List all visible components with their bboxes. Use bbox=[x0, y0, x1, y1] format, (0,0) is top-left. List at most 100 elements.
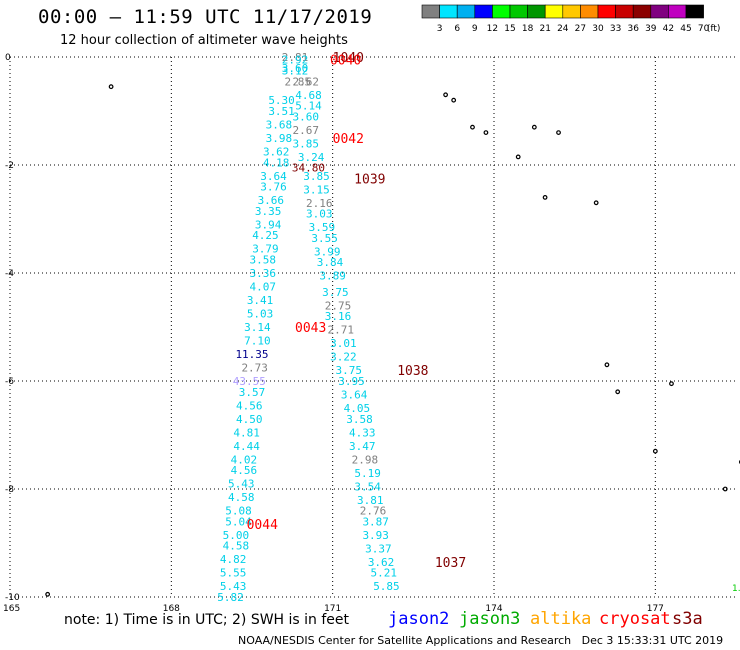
island-outline bbox=[45, 591, 51, 597]
swh-value: 4.50 bbox=[236, 413, 263, 426]
scale-label: 12 bbox=[487, 24, 498, 34]
swh-value: 3.24 bbox=[298, 151, 325, 164]
legend-jason2: jason2 bbox=[388, 609, 450, 629]
scale-unit: (ft) bbox=[707, 24, 721, 34]
scale-swatch bbox=[668, 4, 687, 19]
swh-value: 4.05 bbox=[344, 402, 371, 415]
swh-value: 3.75 bbox=[336, 364, 363, 377]
swh-value: 3.87 bbox=[362, 515, 389, 528]
swh-value: 5.00 bbox=[223, 529, 250, 542]
pass-time-label: 1040 bbox=[333, 51, 364, 66]
swh-value: 5.30 bbox=[268, 94, 295, 107]
scale-label: 27 bbox=[575, 24, 586, 34]
swh-value: 4.56 bbox=[236, 399, 263, 412]
scale-label: 18 bbox=[522, 24, 534, 34]
swh-values: 2.812.923.603.122.622.854.685.30 5.143.51… bbox=[217, 51, 399, 604]
scale-label: 36 bbox=[627, 24, 639, 34]
island-outline bbox=[531, 124, 537, 130]
longitude-label: 165 bbox=[3, 604, 20, 614]
legend-cryosat: cryosat bbox=[599, 609, 671, 629]
swh-value: 5.43 bbox=[220, 580, 247, 593]
swh-value: 3.64 bbox=[260, 170, 287, 183]
swh-value: 4.81 bbox=[233, 426, 260, 439]
swh-value: 3.99 bbox=[314, 245, 341, 258]
swh-value: 5.43 bbox=[228, 478, 255, 491]
swh-value: 11.35 bbox=[235, 348, 268, 361]
island-outline bbox=[669, 381, 674, 387]
scale-swatch bbox=[509, 4, 528, 19]
pass-time-label: 0042 bbox=[333, 132, 364, 147]
island-outline bbox=[483, 130, 489, 136]
swh-value: 5.04 bbox=[225, 515, 252, 528]
swh-value: 3.64 bbox=[341, 389, 368, 402]
latitude-label: 0 bbox=[5, 53, 11, 63]
legend-s3a: s3a bbox=[672, 609, 703, 629]
scale-swatch bbox=[597, 4, 616, 19]
scale-swatch bbox=[685, 4, 704, 19]
island-outline bbox=[604, 362, 610, 368]
scale-label: 6 bbox=[454, 24, 460, 34]
swh-value: 4.56 bbox=[231, 464, 258, 477]
swh-value: 3.89 bbox=[319, 270, 346, 283]
island-outline bbox=[470, 124, 475, 130]
swh-value: 2.76 bbox=[360, 505, 387, 518]
swh-value: 2.16 bbox=[306, 197, 333, 210]
scale-label: 30 bbox=[592, 24, 604, 34]
swh-value: 2.71 bbox=[327, 324, 354, 337]
scale-label: 3 bbox=[437, 24, 443, 34]
scale-label: 45 bbox=[680, 24, 691, 34]
scale-swatch bbox=[632, 4, 652, 19]
island-outline bbox=[108, 84, 114, 90]
longitude-label: 174 bbox=[485, 604, 502, 614]
swh-value: 3.81 bbox=[357, 494, 384, 507]
swh-value: 3.93 bbox=[362, 529, 389, 542]
swh-value: 43.55 bbox=[233, 375, 266, 388]
scale-label: 15 bbox=[504, 24, 515, 34]
swh-value: 4.02 bbox=[231, 453, 258, 466]
island-outline bbox=[451, 97, 457, 103]
swh-value: 3.58 bbox=[250, 254, 277, 267]
swh-value: 4.58 bbox=[228, 491, 255, 504]
swh-value: 5.82 bbox=[217, 591, 244, 604]
scale-swatch bbox=[527, 4, 546, 19]
scale-swatch bbox=[615, 4, 634, 19]
swh-value: 4.58 bbox=[223, 540, 250, 553]
swh-value: 2.92 bbox=[282, 54, 309, 67]
credit-text: NOAA/NESDIS Center for Satellite Applica… bbox=[238, 634, 572, 647]
swh-value: 3.98 bbox=[266, 132, 293, 145]
scale-label: 70 bbox=[698, 24, 710, 34]
swh-value: 3.68 bbox=[266, 119, 293, 132]
swh-value: 3.79 bbox=[252, 243, 279, 256]
swh-value: 3.57 bbox=[239, 386, 266, 399]
swh-value: 5.55 bbox=[220, 567, 247, 580]
swh-value: 3.84 bbox=[317, 256, 344, 269]
swh-value: 3.35 bbox=[255, 205, 282, 218]
island-outline bbox=[593, 200, 599, 206]
corner-label: 1. bbox=[732, 584, 740, 594]
latitude-label: -10 bbox=[5, 593, 20, 603]
swh-value: 3.12 bbox=[282, 65, 309, 78]
swh-value: 3.22 bbox=[330, 351, 357, 364]
swh-value: 2.85 bbox=[284, 75, 311, 88]
swh-value: 4.44 bbox=[233, 440, 260, 453]
longitude-label: 168 bbox=[163, 604, 180, 614]
swh-value: 3.85 bbox=[293, 137, 320, 150]
swh-value: 3.95 bbox=[338, 375, 365, 388]
swh-value: 3.85 bbox=[303, 170, 330, 183]
scale-swatch bbox=[492, 4, 511, 19]
island-outline bbox=[556, 130, 561, 136]
swh-value: 3.55 bbox=[311, 232, 338, 245]
swh-value: 2.62 bbox=[293, 75, 320, 88]
pass-time-label: 1039 bbox=[354, 173, 385, 188]
swh-value: 5.85 bbox=[373, 580, 400, 593]
latitude-label: -2 bbox=[5, 161, 14, 171]
island-outline bbox=[443, 92, 449, 98]
island-outline bbox=[652, 448, 658, 454]
swh-value: 3.03 bbox=[306, 208, 333, 221]
swh-value: 3.16 bbox=[325, 310, 352, 323]
map-title: 00:00 – 11:59 UTC 11/17/2019 bbox=[38, 6, 373, 28]
swh-value: 4.33 bbox=[349, 426, 376, 439]
scale-swatch bbox=[421, 4, 440, 19]
